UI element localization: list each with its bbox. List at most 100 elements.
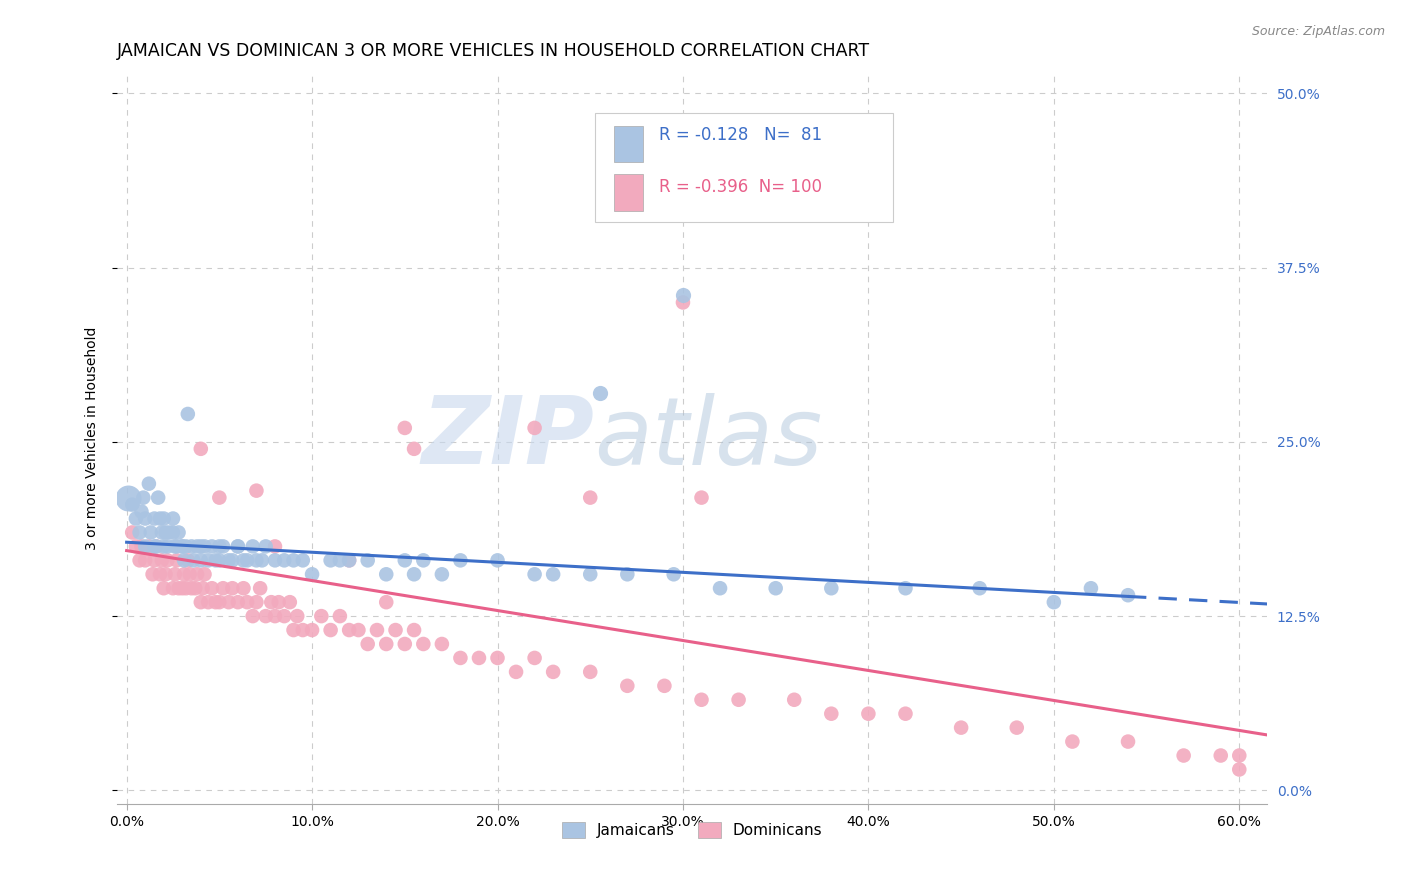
- Point: [486, 553, 509, 567]
- Point: [301, 623, 323, 637]
- Point: [245, 595, 267, 609]
- Point: [311, 609, 333, 624]
- Point: [654, 679, 676, 693]
- Point: [236, 595, 259, 609]
- Point: [128, 525, 150, 540]
- Point: [449, 651, 471, 665]
- Point: [132, 491, 155, 505]
- Point: [146, 491, 169, 505]
- Point: [163, 540, 186, 554]
- Point: [523, 567, 546, 582]
- Point: [283, 553, 305, 567]
- Point: [486, 651, 509, 665]
- Point: [468, 651, 491, 665]
- Point: [149, 511, 172, 525]
- Point: [430, 567, 453, 582]
- Point: [329, 553, 352, 567]
- Point: [357, 553, 380, 567]
- Point: [523, 651, 546, 665]
- Point: [765, 581, 787, 595]
- Point: [201, 540, 224, 554]
- Point: [402, 623, 425, 637]
- Point: [131, 504, 153, 518]
- Point: [190, 595, 212, 609]
- Point: [672, 295, 695, 310]
- Point: [142, 567, 165, 582]
- Point: [174, 540, 197, 554]
- Point: [193, 540, 215, 554]
- Point: [139, 525, 162, 540]
- Point: [254, 609, 277, 624]
- Point: [131, 540, 153, 554]
- Point: [197, 553, 219, 567]
- Point: [1005, 721, 1028, 735]
- FancyBboxPatch shape: [614, 174, 643, 211]
- Point: [337, 623, 360, 637]
- Point: [138, 476, 160, 491]
- Point: [291, 553, 314, 567]
- Point: [1209, 748, 1232, 763]
- Point: [166, 553, 188, 567]
- Point: [208, 595, 231, 609]
- Point: [412, 637, 434, 651]
- Point: [1116, 588, 1139, 602]
- Point: [191, 581, 214, 595]
- Point: [394, 553, 416, 567]
- Point: [319, 553, 342, 567]
- Point: [152, 540, 174, 554]
- Point: [125, 511, 148, 525]
- Point: [163, 567, 186, 582]
- Point: [449, 553, 471, 567]
- Point: [319, 623, 342, 637]
- Point: [232, 581, 254, 595]
- Point: [329, 609, 352, 624]
- Point: [197, 595, 219, 609]
- Point: [117, 491, 139, 505]
- Point: [783, 692, 806, 706]
- FancyBboxPatch shape: [595, 112, 893, 222]
- Text: ZIP: ZIP: [422, 392, 595, 484]
- Point: [366, 623, 388, 637]
- Point: [173, 553, 195, 567]
- Point: [226, 595, 249, 609]
- Point: [162, 511, 184, 525]
- Point: [894, 581, 917, 595]
- Point: [616, 567, 638, 582]
- Text: R = -0.128   N=  81: R = -0.128 N= 81: [659, 126, 823, 144]
- Point: [820, 581, 842, 595]
- Point: [273, 553, 295, 567]
- Point: [172, 581, 194, 595]
- Point: [291, 623, 314, 637]
- Point: [172, 540, 194, 554]
- Point: [149, 567, 172, 582]
- Point: [204, 595, 226, 609]
- Point: [145, 540, 167, 554]
- Point: [347, 623, 370, 637]
- Point: [672, 288, 695, 302]
- Point: [242, 609, 264, 624]
- Point: [218, 553, 240, 567]
- Point: [375, 637, 398, 651]
- Point: [166, 540, 188, 554]
- Point: [226, 540, 249, 554]
- Point: [150, 525, 173, 540]
- Point: [541, 665, 564, 679]
- Point: [232, 553, 254, 567]
- Point: [180, 540, 202, 554]
- Point: [245, 553, 267, 567]
- Point: [1080, 581, 1102, 595]
- Point: [201, 581, 224, 595]
- Point: [505, 665, 527, 679]
- Point: [394, 421, 416, 435]
- Point: [145, 540, 167, 554]
- Point: [523, 421, 546, 435]
- Point: [236, 553, 259, 567]
- Point: [134, 511, 156, 525]
- Point: [260, 595, 283, 609]
- Point: [221, 581, 243, 595]
- Point: [412, 553, 434, 567]
- Point: [430, 637, 453, 651]
- Point: [190, 540, 212, 554]
- Point: [150, 553, 173, 567]
- Point: [218, 595, 240, 609]
